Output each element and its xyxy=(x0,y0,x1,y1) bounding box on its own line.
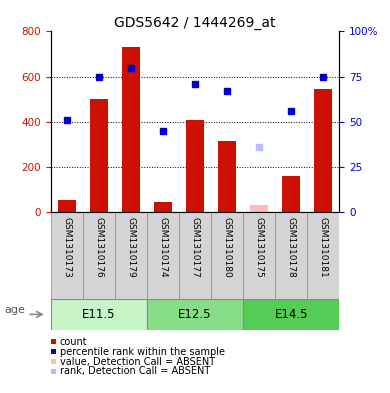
Bar xyxy=(282,176,300,212)
Bar xyxy=(83,212,115,299)
Bar xyxy=(211,212,243,299)
Text: GSM1310179: GSM1310179 xyxy=(126,217,135,277)
Text: E11.5: E11.5 xyxy=(82,308,115,321)
Bar xyxy=(51,299,147,330)
Title: GDS5642 / 1444269_at: GDS5642 / 1444269_at xyxy=(114,17,276,30)
Text: GSM1310178: GSM1310178 xyxy=(287,217,296,277)
Text: value, Detection Call = ABSENT: value, Detection Call = ABSENT xyxy=(60,356,214,367)
Text: GSM1310174: GSM1310174 xyxy=(158,217,167,277)
Bar xyxy=(51,212,83,299)
Bar xyxy=(314,89,332,212)
Text: percentile rank within the sample: percentile rank within the sample xyxy=(60,347,225,357)
Bar xyxy=(90,99,108,212)
Text: rank, Detection Call = ABSENT: rank, Detection Call = ABSENT xyxy=(60,366,210,376)
Bar xyxy=(154,202,172,212)
Bar xyxy=(147,212,179,299)
Text: GSM1310175: GSM1310175 xyxy=(255,217,264,277)
Bar xyxy=(218,141,236,212)
Bar xyxy=(186,119,204,212)
Text: GSM1310176: GSM1310176 xyxy=(94,217,103,277)
Text: GSM1310173: GSM1310173 xyxy=(62,217,71,277)
Text: GSM1310180: GSM1310180 xyxy=(223,217,232,277)
Text: count: count xyxy=(60,337,87,347)
Bar xyxy=(243,299,339,330)
Bar xyxy=(243,212,275,299)
Bar xyxy=(250,206,268,212)
Bar xyxy=(115,212,147,299)
Bar xyxy=(58,200,76,212)
Bar xyxy=(147,299,243,330)
Text: E12.5: E12.5 xyxy=(178,308,212,321)
Bar xyxy=(122,47,140,212)
Text: age: age xyxy=(4,305,25,316)
Bar xyxy=(275,212,307,299)
Text: GSM1310181: GSM1310181 xyxy=(319,217,328,277)
Bar xyxy=(179,212,211,299)
Text: GSM1310177: GSM1310177 xyxy=(190,217,200,277)
Text: E14.5: E14.5 xyxy=(275,308,308,321)
Bar xyxy=(307,212,339,299)
